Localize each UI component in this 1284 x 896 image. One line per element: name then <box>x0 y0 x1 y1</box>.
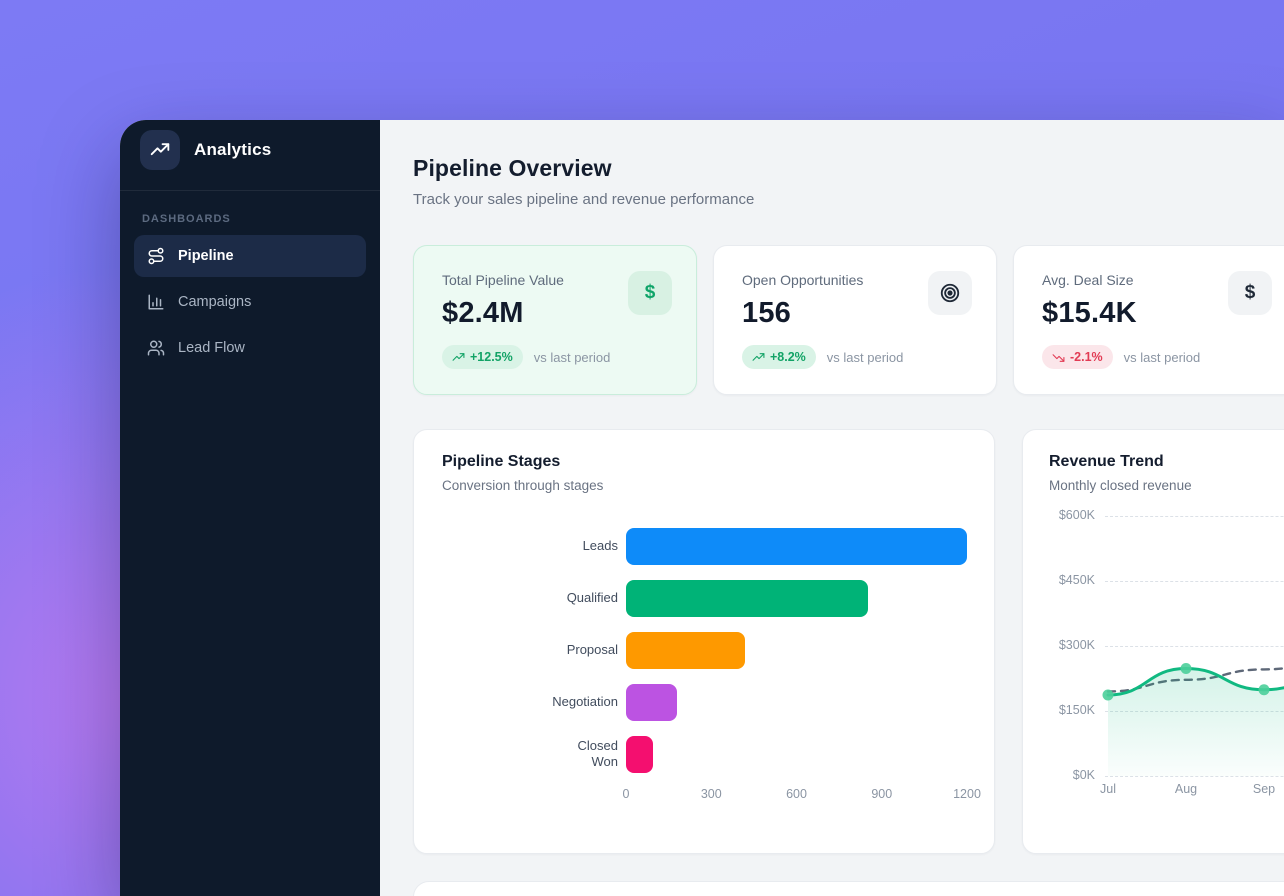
kpi-card-total-pipeline-value[interactable]: Total Pipeline Value $2.4M +12.5% vs las… <box>413 245 697 395</box>
app-title: Analytics <box>194 140 271 160</box>
bar-segment[interactable] <box>626 736 653 773</box>
sidebar-nav: Pipeline Campaigns Lead Flow <box>120 235 380 369</box>
bar-category-label: Leads <box>442 538 618 554</box>
x-axis-tick: 300 <box>701 787 722 801</box>
pipeline-stages-card: Pipeline Stages Conversion through stage… <box>413 429 995 854</box>
revenue-trend-subtitle: Monthly closed revenue <box>1049 478 1284 493</box>
bar-row-closed-won: Closed Won <box>442 728 966 780</box>
x-axis-tick: 900 <box>871 787 892 801</box>
bar-category-label: Proposal <box>442 642 618 658</box>
sidebar-item-label: Pipeline <box>178 248 234 264</box>
page-subtitle: Track your sales pipeline and revenue pe… <box>413 191 1284 208</box>
target-icon <box>928 271 972 315</box>
trending-up-icon <box>140 130 180 170</box>
trending-down-icon <box>1052 351 1065 364</box>
sidebar-item-campaigns[interactable]: Campaigns <box>134 281 366 323</box>
charts-row: Pipeline Stages Conversion through stage… <box>413 429 1284 854</box>
bar-category-label: Negotiation <box>442 694 618 710</box>
sidebar-item-label: Campaigns <box>178 294 251 310</box>
sidebar-item-label: Lead Flow <box>178 340 245 356</box>
trending-up-icon <box>752 351 765 364</box>
revenue-trend-card: Revenue Trend Monthly closed revenue $0K… <box>1022 429 1284 854</box>
kpi-compare-label: vs last period <box>534 350 611 365</box>
dollar-icon: $ <box>628 271 672 315</box>
sidebar-section-label: DASHBOARDS <box>120 191 380 235</box>
bar-segment[interactable] <box>626 632 745 669</box>
bar-row-qualified: Qualified <box>442 572 966 624</box>
kpi-card-open-opportunities[interactable]: Open Opportunities 156 +8.2% vs last per… <box>713 245 997 395</box>
bar-segment[interactable] <box>626 684 677 721</box>
main-content: Pipeline Overview Track your sales pipel… <box>380 120 1284 896</box>
revenue-trend-title: Revenue Trend <box>1049 453 1284 471</box>
bar-segment[interactable] <box>626 580 868 617</box>
kpi-delta-badge: -2.1% <box>1042 345 1113 369</box>
bar-row-negotiation: Negotiation <box>442 676 966 728</box>
bar-row-leads: Leads <box>442 520 966 572</box>
area-fill <box>1108 669 1284 776</box>
data-point-dot[interactable] <box>1103 689 1114 700</box>
kpi-row: Total Pipeline Value $2.4M +12.5% vs las… <box>413 245 1284 395</box>
page-title: Pipeline Overview <box>413 155 1284 182</box>
dollar-icon: $ <box>1228 271 1272 315</box>
kpi-card-avg-deal-size[interactable]: Avg. Deal Size $15.4K -2.1% vs last peri… <box>1013 245 1284 395</box>
partial-bottom-card <box>413 881 1284 896</box>
sidebar: Analytics DASHBOARDS Pipeline Campaigns … <box>120 120 380 896</box>
bar-category-label: Qualified <box>442 590 618 606</box>
route-icon <box>147 247 165 265</box>
app-window: Analytics DASHBOARDS Pipeline Campaigns … <box>120 120 1284 896</box>
line-chart-svg <box>1023 494 1284 810</box>
x-axis-tick: 1200 <box>953 787 981 801</box>
users-icon <box>147 339 165 357</box>
bar-chart-icon <box>147 293 165 311</box>
kpi-compare-label: vs last period <box>827 350 904 365</box>
sidebar-item-pipeline[interactable]: Pipeline <box>134 235 366 277</box>
pipeline-stages-title: Pipeline Stages <box>442 453 966 471</box>
sidebar-logo: Analytics <box>120 120 380 182</box>
sidebar-item-lead-flow[interactable]: Lead Flow <box>134 327 366 369</box>
data-point-dot[interactable] <box>1259 684 1270 695</box>
data-point-dot[interactable] <box>1181 663 1192 674</box>
x-axis-tick: 600 <box>786 787 807 801</box>
line-chart: $0K$150K$300K$450K$600KJulAugSep <box>1023 494 1284 810</box>
kpi-compare-label: vs last period <box>1124 350 1201 365</box>
bar-row-proposal: Proposal <box>442 624 966 676</box>
pipeline-stages-subtitle: Conversion through stages <box>442 478 966 493</box>
bar-segment[interactable] <box>626 528 967 565</box>
kpi-delta-badge: +12.5% <box>442 345 523 369</box>
bar-category-label: Closed Won <box>442 738 618 771</box>
bar-chart-x-axis: 03006009001200 <box>626 787 967 805</box>
kpi-delta-badge: +8.2% <box>742 345 816 369</box>
bar-chart: Leads Qualified Proposal Negotiation Clo… <box>442 520 966 780</box>
trending-up-icon <box>452 351 465 364</box>
x-axis-tick: 0 <box>623 787 630 801</box>
